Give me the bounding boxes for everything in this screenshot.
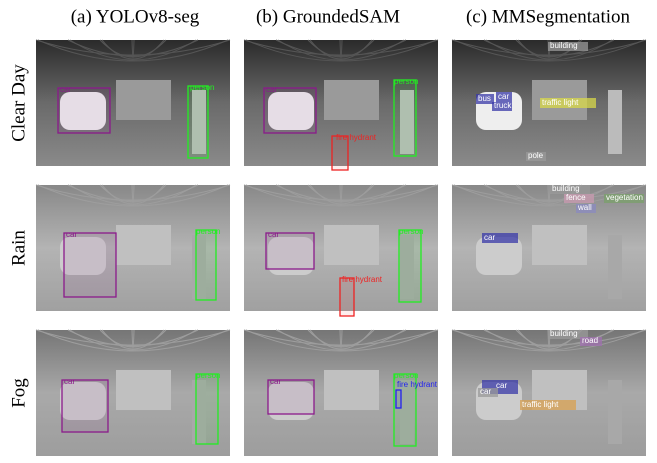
column-header: (c) MMSegmentation [466, 6, 631, 27]
annotation-label: car [64, 377, 75, 386]
bounding-box [58, 88, 110, 133]
image-cell: car person [36, 40, 230, 166]
bounding-box [264, 88, 316, 133]
row-label: Fog [8, 378, 29, 408]
annotation-label: bus [478, 94, 491, 103]
annotation-label: car [484, 233, 495, 242]
annotation-label: car [266, 85, 277, 94]
annotation-label: wall [577, 203, 592, 212]
bounding-box [196, 230, 216, 300]
annotation-label: fire hydrant [336, 133, 377, 142]
haze [452, 185, 646, 311]
board [116, 80, 171, 120]
annotation-label: fire hydrant [397, 380, 438, 389]
annotation-label: fence [566, 193, 586, 202]
annotation-label: person [196, 371, 220, 380]
annotation-label: person [399, 227, 423, 236]
image-cell: car person fire hydrant [244, 185, 438, 316]
image-cell: car person [36, 330, 230, 456]
annotation-label: person [394, 371, 418, 380]
column-header: (b) GroundedSAM [256, 6, 400, 27]
annotation-label: person [190, 83, 214, 92]
annotation-label: traffic light [522, 400, 559, 409]
annotation-label: car [268, 230, 279, 239]
bounding-box [188, 86, 208, 158]
row-label: Clear Day [8, 64, 29, 142]
bounding-box [196, 374, 218, 444]
bounding-box [394, 80, 416, 156]
image-cell: buildingroadcarcartraffic light [452, 329, 646, 456]
annotation-label: car [270, 377, 281, 386]
image-cell: car person fire hydrant [244, 40, 438, 170]
figure: (a) YOLOv8-seg (b) GroundedSAM (c) MMSegme… [0, 0, 657, 458]
annotation-label: car [60, 85, 71, 94]
image-cell: building buscartruck traffic light pole [452, 40, 646, 166]
image-cell: car person [36, 185, 230, 311]
image-cell: buildingfence vegetation wall car [452, 184, 646, 311]
annotation-label: building [550, 329, 578, 338]
annotation-label: car [498, 92, 509, 101]
board [324, 80, 379, 120]
annotation-label: building [550, 41, 578, 50]
image-cell: car personfire hydrant [244, 330, 438, 456]
annotation-label: building [552, 184, 580, 193]
bounding-box [396, 390, 401, 408]
annotation-label: person [394, 77, 418, 86]
annotation-label: traffic light [542, 98, 579, 107]
annotation-label: road [582, 336, 598, 345]
bounding-box [64, 233, 116, 297]
annotation-label: car [480, 387, 491, 396]
person-shape [608, 90, 622, 154]
annotation-label: person [196, 227, 220, 236]
bounding-box [62, 380, 108, 432]
row-label: Rain [8, 230, 29, 266]
annotation-label: truck [494, 101, 512, 110]
annotation-label: pole [528, 151, 544, 160]
annotation-label: fire hydrant [342, 275, 383, 284]
bounding-box [399, 230, 421, 302]
column-header: (a) YOLOv8-seg [71, 6, 200, 27]
annotation-label: car [66, 230, 77, 239]
annotation-label: vegetation [606, 193, 643, 202]
